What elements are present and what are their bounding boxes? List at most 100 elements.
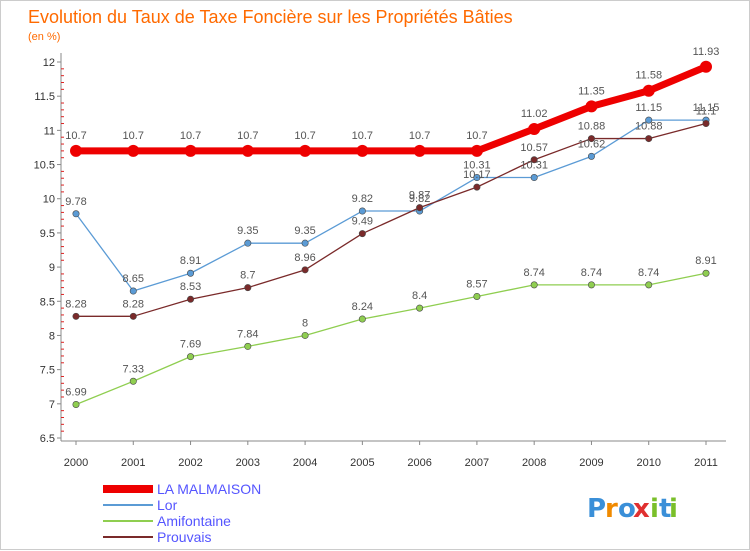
- data-label-amifontaine: 7.33: [123, 363, 144, 375]
- data-point-la-malmaison: [528, 122, 541, 135]
- data-point-la-malmaison: [241, 144, 254, 157]
- data-label-prouvais: 8.96: [294, 252, 315, 264]
- data-label-prouvais: 9.87: [409, 190, 430, 202]
- data-label-lor: 10.62: [578, 138, 606, 150]
- data-label-la-malmaison: 10.7: [294, 130, 315, 142]
- data-point-prouvais: [702, 120, 710, 128]
- x-tick-label: 2005: [350, 457, 374, 469]
- data-label-la-malmaison: 10.7: [180, 130, 201, 142]
- series-points: [70, 60, 712, 409]
- data-point-amifontaine: [301, 331, 309, 339]
- y-tick-label: 11.5: [34, 91, 55, 103]
- data-label-prouvais: 8.28: [123, 298, 144, 310]
- data-point-amifontaine: [416, 304, 424, 312]
- data-label-prouvais: 10.17: [463, 169, 491, 181]
- data-point-la-malmaison: [127, 144, 140, 157]
- data-point-lor: [473, 174, 481, 182]
- data-point-la-malmaison: [470, 144, 483, 157]
- data-point-amifontaine: [187, 353, 195, 361]
- y-tick-label: 7.5: [40, 365, 55, 377]
- brand-letter: i: [669, 494, 678, 524]
- data-point-prouvais: [301, 266, 309, 274]
- data-point-amifontaine: [587, 281, 595, 289]
- data-label-la-malmaison: 10.7: [65, 130, 86, 142]
- data-label-amifontaine: 7.69: [180, 339, 201, 351]
- y-tick-label: 8: [49, 330, 55, 342]
- data-label-lor: 9.82: [409, 193, 430, 205]
- data-label-prouvais: 8.28: [65, 298, 86, 310]
- data-point-prouvais: [358, 230, 366, 238]
- data-point-la-malmaison: [585, 100, 598, 113]
- data-point-la-malmaison: [413, 144, 426, 157]
- brand-letter: t: [659, 494, 671, 524]
- data-point-la-malmaison: [70, 144, 82, 157]
- brand-letter: P: [587, 494, 606, 524]
- data-point-amifontaine: [645, 281, 653, 289]
- data-label-amifontaine: 8.74: [638, 267, 659, 279]
- data-point-lor: [587, 152, 595, 160]
- axes: 6.5 7 7.5 8 8.5 9 9.5 10 10.5 11 11.5 12 2000 2001 200…: [34, 53, 726, 469]
- data-label-prouvais: 8.7: [240, 270, 255, 282]
- data-label-lor: 11.15: [635, 102, 662, 114]
- data-label-lor: 10.31: [520, 160, 548, 172]
- data-label-la-malmaison: 11.35: [578, 85, 605, 97]
- data-label-prouvais: 11.1: [696, 106, 717, 118]
- data-point-prouvais: [530, 156, 538, 164]
- data-point-la-malmaison: [700, 60, 712, 73]
- y-tick-label: 12: [43, 57, 55, 69]
- data-label-amifontaine: 8.74: [523, 267, 544, 279]
- data-label-la-malmaison: 10.7: [237, 130, 258, 142]
- x-tick-label: 2007: [465, 457, 489, 469]
- data-label-la-malmaison: 11.58: [635, 70, 662, 82]
- data-point-lor: [244, 239, 252, 247]
- data-label-lor: 8.91: [180, 255, 201, 267]
- legend-label-prouvais: Prouvais: [157, 529, 211, 545]
- y-tick-label: 10: [43, 194, 55, 206]
- data-point-la-malmaison: [356, 144, 369, 157]
- proxiti-logo: Pr ox i ti: [587, 494, 678, 524]
- data-point-lor: [129, 287, 137, 295]
- data-label-lor: 9.78: [65, 196, 86, 208]
- data-point-amifontaine: [129, 377, 137, 385]
- series-lines: [72, 63, 710, 406]
- x-tick-label: 2010: [636, 457, 660, 469]
- data-point-prouvais: [129, 312, 137, 320]
- data-label-lor: 9.35: [294, 225, 315, 237]
- data-point-amifontaine: [72, 401, 80, 409]
- data-point-amifontaine: [358, 315, 366, 323]
- data-label-lor: 10.31: [463, 160, 491, 172]
- brand-letter: i: [650, 494, 659, 524]
- data-label-la-malmaison: 11.02: [521, 108, 548, 120]
- brand-letter: o: [618, 494, 636, 524]
- series-line-amifontaine: [75, 272, 707, 406]
- brand-letter: x: [633, 494, 650, 524]
- data-label-amifontaine: 7.84: [237, 328, 258, 340]
- y-tick-label: 9.5: [40, 228, 55, 240]
- data-label-prouvais: 10.88: [578, 121, 606, 133]
- data-point-lor: [187, 269, 195, 277]
- data-point-prouvais: [72, 312, 80, 320]
- series-line-prouvais: [75, 122, 707, 317]
- data-label-amifontaine: 8.57: [466, 278, 487, 290]
- data-point-prouvais: [244, 284, 252, 292]
- data-label-amifontaine: 8.74: [581, 267, 602, 279]
- data-label-la-malmaison: 10.7: [409, 130, 430, 142]
- data-label-amifontaine: 8.91: [695, 255, 716, 267]
- data-label-prouvais: 9.49: [352, 216, 373, 228]
- legend-label-lor: Lor: [157, 497, 178, 513]
- data-label-amifontaine: 8.4: [412, 290, 427, 302]
- data-label-prouvais: 8.53: [180, 281, 201, 293]
- data-point-amifontaine: [473, 292, 481, 300]
- data-point-lor: [645, 116, 653, 124]
- data-point-lor: [530, 174, 538, 182]
- data-label-amifontaine: 6.99: [65, 387, 86, 399]
- y-tick-label: 7: [49, 399, 55, 411]
- data-point-lor: [358, 207, 366, 215]
- data-point-la-malmaison: [642, 84, 655, 97]
- data-point-prouvais: [187, 295, 195, 303]
- data-point-lor: [72, 210, 80, 218]
- data-label-amifontaine: 8.24: [352, 301, 373, 313]
